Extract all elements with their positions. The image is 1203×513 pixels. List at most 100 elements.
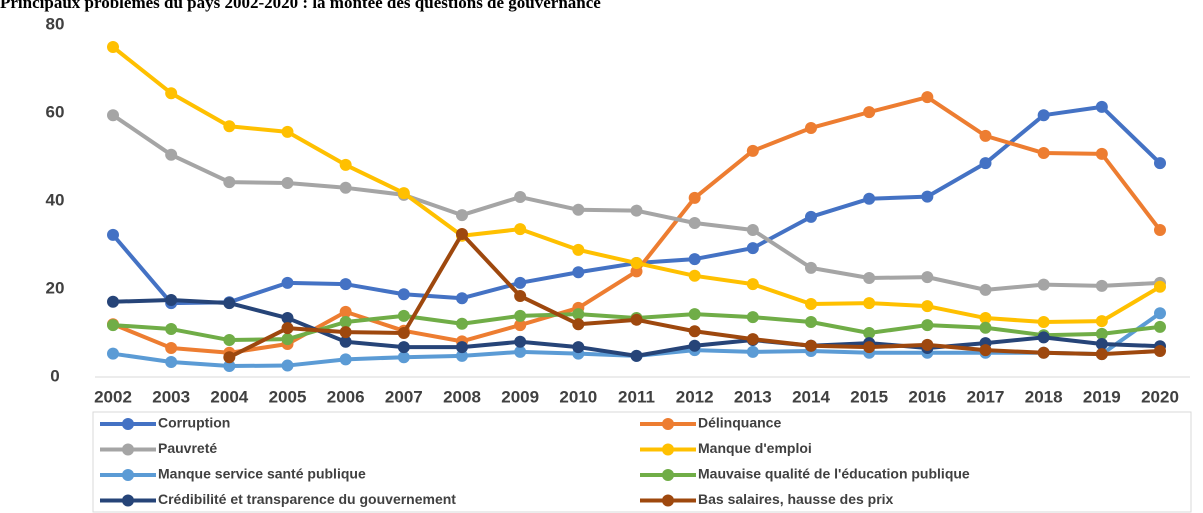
- chart-title: Principaux problèmes du pays 2002-2020 :…: [0, 0, 601, 12]
- data-point: [805, 210, 817, 223]
- data-point: [746, 144, 759, 157]
- data-point: [1154, 224, 1166, 237]
- data-point: [1037, 278, 1050, 291]
- data-point: [572, 318, 585, 331]
- data-point: [979, 157, 992, 170]
- data-point: [339, 181, 352, 194]
- data-point: [456, 292, 468, 305]
- data-point: [514, 309, 527, 322]
- x-tick-label: 2015: [850, 387, 888, 406]
- y-tick-label: 0: [50, 366, 59, 385]
- x-tick-label: 2019: [1083, 387, 1121, 406]
- x-tick-label: 2010: [559, 387, 597, 406]
- data-point: [863, 341, 876, 354]
- data-point: [921, 319, 934, 332]
- data-point: [921, 271, 934, 284]
- data-point: [688, 308, 701, 321]
- x-tick-label: 2008: [443, 387, 481, 406]
- data-point: [339, 335, 352, 348]
- x-tick-label: 2003: [152, 387, 190, 406]
- data-point: [1037, 316, 1050, 328]
- x-tick-label: 2014: [792, 387, 830, 406]
- data-point: [572, 341, 585, 354]
- data-point: [339, 305, 352, 318]
- data-point: [1095, 100, 1108, 113]
- data-point: [1154, 345, 1166, 358]
- data-point: [456, 317, 468, 330]
- data-point: [572, 266, 585, 279]
- x-tick-label: 2009: [501, 387, 539, 406]
- data-point: [863, 327, 876, 339]
- data-point: [630, 265, 643, 278]
- data-point: [688, 325, 701, 338]
- legend-label: Manque service santé publique: [158, 466, 366, 482]
- x-tick-label: 2011: [618, 387, 655, 406]
- data-point: [1154, 307, 1166, 320]
- data-point: [514, 223, 527, 236]
- data-point: [514, 335, 527, 348]
- data-point: [979, 312, 992, 325]
- x-tick-label: 2004: [210, 387, 248, 406]
- data-point: [223, 351, 236, 364]
- data-point: [281, 333, 294, 346]
- y-tick-label: 60: [46, 102, 65, 121]
- data-point: [281, 176, 294, 189]
- data-point: [805, 316, 817, 328]
- data-point: [805, 261, 817, 274]
- data-point: [746, 242, 759, 255]
- data-point: [397, 187, 410, 200]
- data-point: [979, 344, 992, 357]
- data-point: [746, 345, 759, 358]
- data-point: [979, 129, 992, 142]
- data-point: [107, 295, 119, 308]
- data-point: [688, 339, 701, 352]
- legend-marker: [662, 418, 674, 430]
- data-point: [1095, 147, 1108, 160]
- data-point: [979, 321, 992, 334]
- legend-marker: [662, 469, 674, 481]
- data-point: [397, 309, 410, 322]
- legend-label: Manque d'emploi: [698, 440, 812, 456]
- data-point: [223, 334, 236, 347]
- data-point: [863, 272, 876, 284]
- data-point: [397, 351, 410, 364]
- data-point: [397, 327, 410, 339]
- data-point: [339, 316, 352, 328]
- data-point: [165, 341, 178, 354]
- data-point: [1154, 320, 1166, 333]
- y-tick-label: 20: [46, 278, 65, 297]
- legend-marker: [122, 443, 134, 456]
- data-point: [979, 283, 992, 296]
- data-point: [1095, 348, 1108, 361]
- y-tick-label: 40: [46, 190, 65, 209]
- x-tick-label: 2012: [676, 387, 714, 406]
- data-point: [339, 326, 352, 339]
- legend-label: Corruption: [158, 415, 230, 431]
- data-point: [805, 297, 817, 310]
- legend-label: Bas salaires, hausse des prix: [698, 491, 894, 507]
- data-point: [397, 288, 410, 301]
- legend-label: Crédibilité et transparence du gouvernem…: [158, 491, 456, 507]
- data-point: [630, 257, 643, 270]
- data-point: [456, 341, 468, 354]
- x-tick-label: 2018: [1025, 387, 1063, 406]
- data-point: [281, 125, 294, 138]
- data-point: [630, 349, 643, 362]
- data-point: [223, 297, 236, 310]
- legend-marker: [662, 494, 674, 507]
- x-tick-label: 2017: [967, 387, 1005, 406]
- data-point: [1154, 157, 1166, 170]
- x-tick-label: 2007: [385, 387, 423, 406]
- data-point: [688, 191, 701, 204]
- data-point: [1154, 280, 1166, 293]
- data-point: [1095, 315, 1108, 328]
- data-point: [107, 228, 119, 241]
- data-point: [863, 106, 876, 119]
- x-tick-label: 2006: [327, 387, 365, 406]
- data-point: [572, 308, 585, 321]
- data-point: [456, 349, 468, 362]
- data-point: [107, 41, 119, 53]
- data-point: [805, 339, 817, 352]
- data-point: [165, 356, 178, 369]
- data-point: [630, 204, 643, 217]
